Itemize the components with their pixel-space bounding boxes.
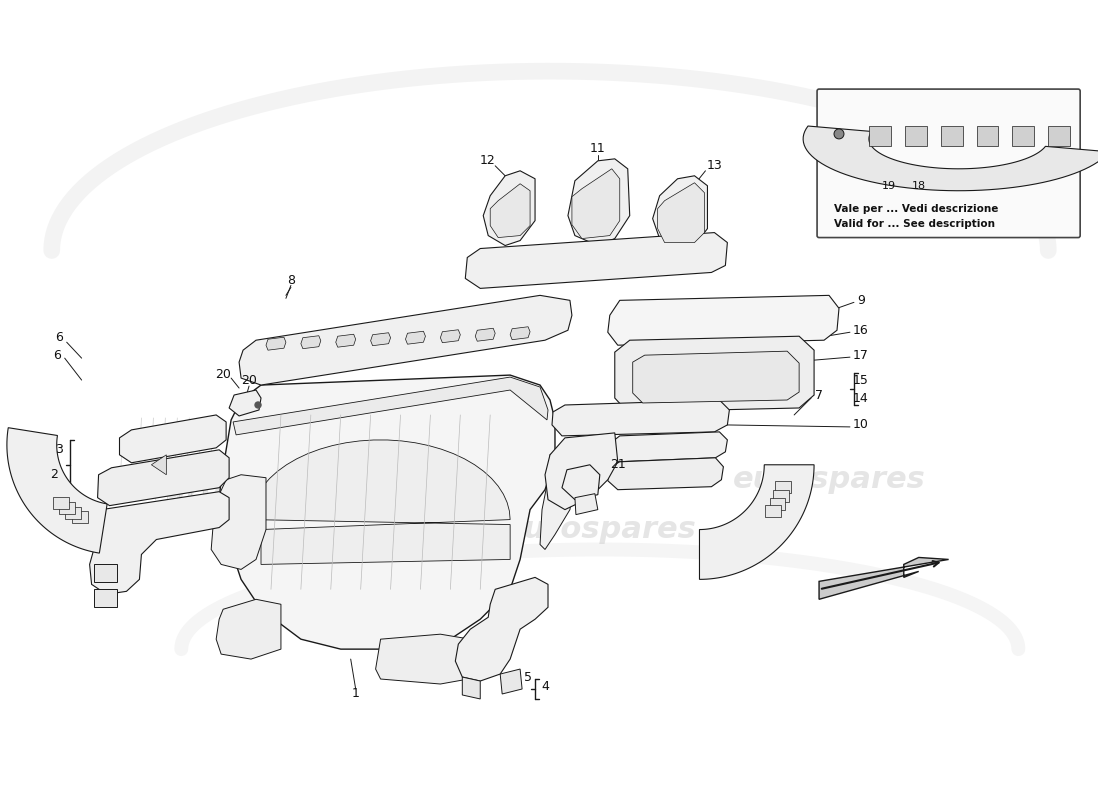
Polygon shape bbox=[652, 176, 707, 249]
Text: 4: 4 bbox=[541, 681, 549, 694]
Polygon shape bbox=[65, 507, 81, 519]
Text: eurospares: eurospares bbox=[504, 515, 696, 544]
Text: 1: 1 bbox=[352, 687, 360, 701]
Text: 12: 12 bbox=[480, 154, 495, 167]
Polygon shape bbox=[940, 126, 962, 146]
Text: eurospares: eurospares bbox=[145, 475, 338, 504]
Polygon shape bbox=[572, 169, 619, 238]
Polygon shape bbox=[776, 482, 791, 494]
Polygon shape bbox=[562, 465, 600, 500]
Polygon shape bbox=[491, 184, 530, 238]
Text: 13: 13 bbox=[706, 159, 723, 172]
Polygon shape bbox=[483, 170, 535, 246]
Polygon shape bbox=[59, 502, 75, 514]
Polygon shape bbox=[803, 126, 1100, 190]
Polygon shape bbox=[217, 375, 556, 649]
Polygon shape bbox=[301, 336, 321, 349]
Polygon shape bbox=[229, 390, 261, 416]
Polygon shape bbox=[406, 331, 426, 344]
Polygon shape bbox=[98, 450, 229, 506]
Polygon shape bbox=[770, 498, 785, 510]
Text: 3: 3 bbox=[55, 443, 63, 456]
Polygon shape bbox=[609, 432, 727, 462]
Text: 14: 14 bbox=[852, 391, 869, 405]
Polygon shape bbox=[475, 328, 495, 342]
Circle shape bbox=[834, 129, 844, 139]
Polygon shape bbox=[152, 455, 166, 474]
Polygon shape bbox=[544, 433, 618, 510]
Text: 8: 8 bbox=[287, 274, 295, 287]
Text: 20: 20 bbox=[241, 374, 257, 386]
Text: 19: 19 bbox=[882, 181, 895, 190]
Polygon shape bbox=[552, 400, 729, 436]
Polygon shape bbox=[94, 565, 117, 582]
Polygon shape bbox=[658, 182, 704, 242]
Polygon shape bbox=[540, 450, 575, 550]
Polygon shape bbox=[1012, 126, 1034, 146]
Polygon shape bbox=[94, 590, 117, 607]
Text: 5: 5 bbox=[524, 670, 532, 683]
Polygon shape bbox=[251, 440, 510, 565]
Polygon shape bbox=[217, 599, 280, 659]
Polygon shape bbox=[700, 465, 814, 579]
Polygon shape bbox=[608, 458, 724, 490]
Polygon shape bbox=[773, 490, 789, 502]
Polygon shape bbox=[500, 669, 522, 694]
Text: 21: 21 bbox=[609, 458, 626, 471]
Polygon shape bbox=[820, 558, 948, 599]
Polygon shape bbox=[239, 295, 572, 385]
Polygon shape bbox=[869, 126, 891, 146]
Text: 17: 17 bbox=[852, 349, 869, 362]
Polygon shape bbox=[440, 330, 460, 342]
Text: 2: 2 bbox=[50, 468, 57, 482]
Polygon shape bbox=[73, 511, 88, 523]
Polygon shape bbox=[375, 634, 471, 684]
Text: 11: 11 bbox=[590, 142, 606, 155]
Polygon shape bbox=[1048, 126, 1070, 146]
Polygon shape bbox=[266, 338, 286, 350]
Polygon shape bbox=[608, 295, 839, 345]
Text: 9: 9 bbox=[857, 294, 865, 307]
Circle shape bbox=[255, 402, 261, 408]
Text: eurospares: eurospares bbox=[733, 466, 925, 494]
Polygon shape bbox=[53, 497, 69, 509]
Text: 10: 10 bbox=[852, 418, 869, 431]
Polygon shape bbox=[905, 126, 926, 146]
Polygon shape bbox=[336, 334, 355, 347]
Polygon shape bbox=[465, 233, 727, 288]
Text: 6: 6 bbox=[55, 330, 63, 344]
Polygon shape bbox=[455, 578, 548, 681]
Polygon shape bbox=[766, 506, 781, 517]
Polygon shape bbox=[371, 333, 390, 346]
Polygon shape bbox=[120, 415, 227, 462]
Polygon shape bbox=[462, 677, 481, 699]
Text: 16: 16 bbox=[852, 324, 869, 337]
Polygon shape bbox=[575, 494, 597, 514]
Polygon shape bbox=[7, 428, 107, 553]
Text: 15: 15 bbox=[852, 374, 869, 386]
FancyBboxPatch shape bbox=[817, 89, 1080, 238]
Polygon shape bbox=[211, 474, 266, 570]
Text: Valid for ... See description: Valid for ... See description bbox=[834, 218, 996, 229]
Text: 18: 18 bbox=[912, 181, 926, 190]
Text: Vale per ... Vedi descrizione: Vale per ... Vedi descrizione bbox=[834, 204, 999, 214]
Polygon shape bbox=[977, 126, 999, 146]
Polygon shape bbox=[568, 159, 629, 246]
Text: 7: 7 bbox=[815, 389, 823, 402]
Polygon shape bbox=[89, 492, 229, 594]
Text: 20: 20 bbox=[216, 367, 231, 381]
Polygon shape bbox=[233, 377, 548, 435]
Text: 6: 6 bbox=[53, 349, 60, 362]
Polygon shape bbox=[632, 351, 799, 403]
Polygon shape bbox=[510, 326, 530, 340]
Polygon shape bbox=[615, 336, 814, 412]
